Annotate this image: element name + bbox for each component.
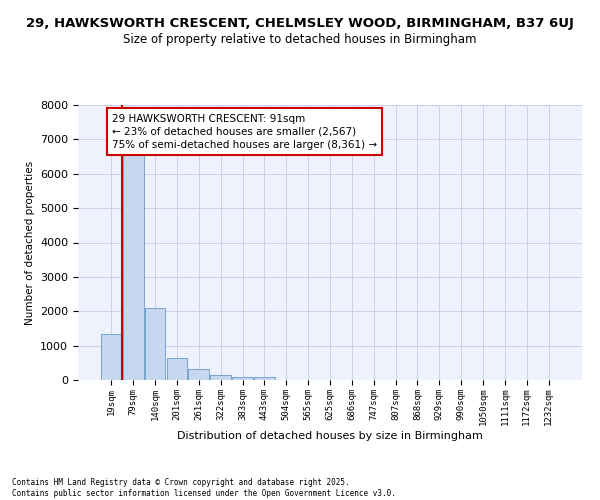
- Y-axis label: Number of detached properties: Number of detached properties: [25, 160, 35, 324]
- Bar: [188, 369, 209, 380]
- X-axis label: Distribution of detached houses by size in Birmingham: Distribution of detached houses by size …: [177, 431, 483, 441]
- Bar: [210, 375, 231, 380]
- Bar: [254, 377, 275, 380]
- Bar: [123, 150, 143, 380]
- Bar: [167, 358, 187, 380]
- Bar: [232, 377, 253, 380]
- Bar: [101, 334, 122, 380]
- Text: Contains HM Land Registry data © Crown copyright and database right 2025.
Contai: Contains HM Land Registry data © Crown c…: [12, 478, 396, 498]
- Text: 29 HAWKSWORTH CRESCENT: 91sqm
← 23% of detached houses are smaller (2,567)
75% o: 29 HAWKSWORTH CRESCENT: 91sqm ← 23% of d…: [112, 114, 377, 150]
- Text: 29, HAWKSWORTH CRESCENT, CHELMSLEY WOOD, BIRMINGHAM, B37 6UJ: 29, HAWKSWORTH CRESCENT, CHELMSLEY WOOD,…: [26, 18, 574, 30]
- Bar: [145, 308, 166, 380]
- Text: Size of property relative to detached houses in Birmingham: Size of property relative to detached ho…: [123, 32, 477, 46]
